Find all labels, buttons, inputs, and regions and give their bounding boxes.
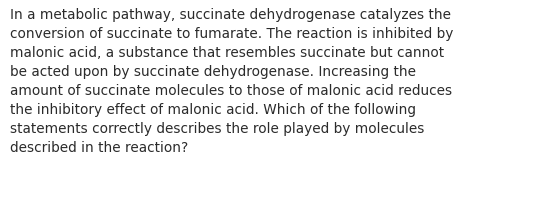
Text: In a metabolic pathway, succinate dehydrogenase catalyzes the
conversion of succ: In a metabolic pathway, succinate dehydr…	[10, 8, 454, 155]
